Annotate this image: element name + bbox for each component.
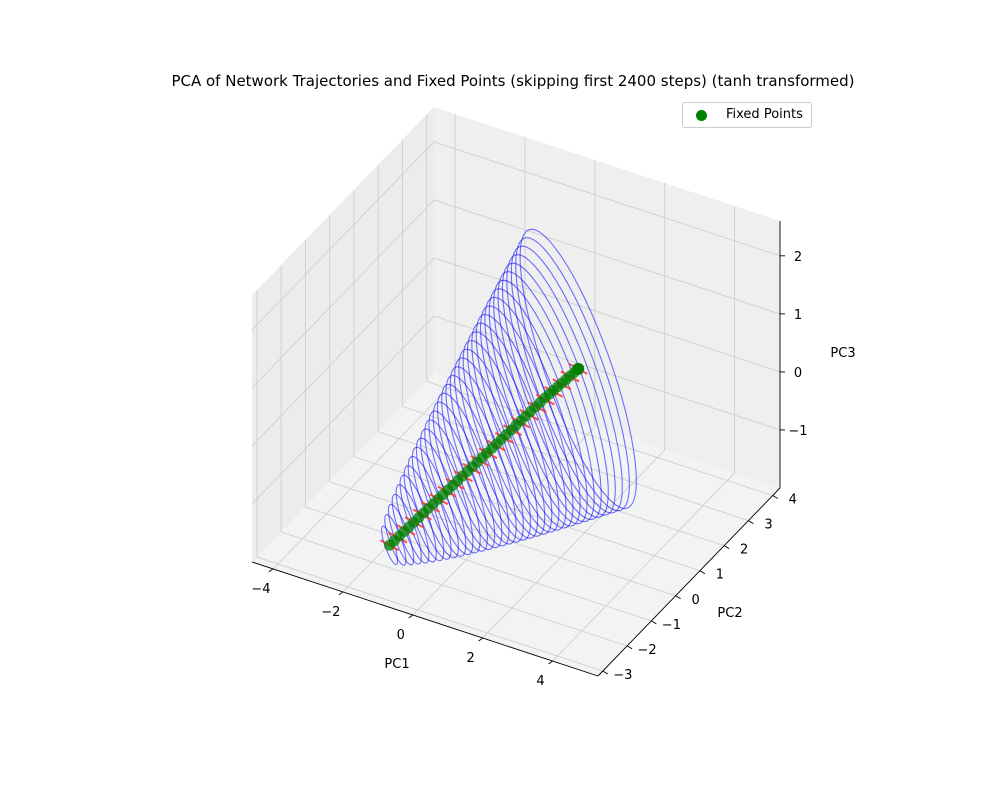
legend-label-fixed-points: Fixed Points <box>726 107 803 122</box>
y-tick <box>602 670 609 675</box>
x-tick-label: −4 <box>251 582 270 597</box>
x-tick <box>548 660 553 665</box>
trajectory-line <box>501 262 609 518</box>
legend-marker-fixed-points <box>696 110 707 121</box>
trajectory-line <box>515 237 630 512</box>
trajectory-line <box>399 474 437 563</box>
trajectory-line <box>484 296 581 527</box>
y-tick <box>699 570 706 575</box>
trajectory-line <box>454 357 531 541</box>
y-axis-line <box>597 487 781 677</box>
pane-xz <box>434 107 780 488</box>
trajectory-lines <box>381 228 637 566</box>
trajectory-line <box>395 484 430 564</box>
trajectory-line <box>420 428 474 556</box>
y-gridline <box>426 114 773 496</box>
trajectory-line <box>424 419 481 554</box>
trajectory-line <box>506 254 616 516</box>
trajectory-line <box>387 503 415 566</box>
y-tick-label: 3 <box>764 518 772 533</box>
x-gridline <box>552 206 736 662</box>
y-tick-label: −2 <box>638 643 657 658</box>
y-gridline <box>402 139 749 522</box>
trajectory-line <box>403 465 445 562</box>
fixed-point <box>572 362 585 375</box>
y-tick-label: 4 <box>789 493 797 508</box>
axes-grid <box>251 113 781 672</box>
trajectory-line <box>445 374 517 545</box>
trajectory-line <box>432 401 496 551</box>
y-gridline <box>304 239 652 622</box>
z-tick-label: 0 <box>794 366 802 381</box>
z-tick-label: −1 <box>788 424 807 439</box>
y-axis-label: PC2 <box>717 606 742 621</box>
z-gridline <box>251 315 781 505</box>
trajectory-line <box>415 437 467 557</box>
trajectory-line <box>510 245 623 514</box>
y-tick-label: −3 <box>613 668 632 683</box>
pane-yz <box>252 107 434 562</box>
y-tick <box>748 520 754 524</box>
trajectory-line <box>381 525 399 566</box>
z-axis-label: PC3 <box>830 346 855 361</box>
z-gridline <box>251 141 781 331</box>
axis-ticks: −4 −2 0 2 4 −3 −2 −1 0 1 2 3 4 −1 0 1 2 <box>251 250 807 689</box>
x-tick-label: −2 <box>321 605 340 620</box>
trajectory-line <box>519 228 637 510</box>
y-gridline <box>329 214 676 597</box>
z-tick-label: 1 <box>794 308 802 323</box>
z-tick-label: 2 <box>794 250 802 265</box>
x-axis-line <box>251 561 599 677</box>
x-tick-label: 4 <box>536 674 544 689</box>
trajectory-line <box>462 339 546 537</box>
axes-panes <box>252 107 780 676</box>
y-gridline <box>280 264 628 647</box>
y-tick-label: 2 <box>740 543 748 558</box>
y-tick-label: 0 <box>692 593 700 608</box>
x-tick <box>478 637 483 642</box>
chart-title: PCA of Network Trajectories and Fixed Po… <box>171 72 855 90</box>
trajectory-line <box>493 279 595 523</box>
x-tick-label: 2 <box>467 651 475 666</box>
y-tick <box>626 645 633 650</box>
z-gridline <box>251 199 781 389</box>
trajectory-line <box>471 322 560 533</box>
trajectory-line <box>411 446 459 559</box>
trajectory-line <box>441 383 510 547</box>
y-tick-label: 1 <box>716 568 724 583</box>
x-tick <box>338 591 344 596</box>
x-tick <box>408 614 414 619</box>
trajectory-line <box>488 288 588 525</box>
trajectory-line <box>391 493 422 565</box>
trajectory-line <box>449 366 524 543</box>
y-gridline <box>256 290 604 672</box>
y-tick <box>772 495 778 499</box>
y-gridline <box>377 164 725 547</box>
trajectory-line <box>428 410 488 552</box>
legend: Fixed Points <box>682 102 812 128</box>
trajectory-line <box>475 313 567 531</box>
trajectory-line <box>436 392 503 549</box>
fixed-points <box>384 362 585 551</box>
y-gridline <box>353 189 701 572</box>
trajectory-line <box>497 271 602 521</box>
z-gridline <box>251 257 781 447</box>
axes-edges <box>251 221 781 677</box>
y-tick-label: −1 <box>662 618 681 633</box>
y-tick <box>675 595 681 600</box>
y-tick <box>651 620 657 625</box>
trajectory-line <box>479 305 574 529</box>
x-axis-label: PC1 <box>384 657 409 672</box>
y-tick <box>723 545 730 550</box>
trajectory-line <box>384 514 407 566</box>
x-tick <box>268 568 274 573</box>
trajectory-line <box>407 455 452 560</box>
x-gridline <box>482 183 666 639</box>
x-tick-label: 0 <box>397 628 405 643</box>
trajectory-line <box>458 348 539 539</box>
